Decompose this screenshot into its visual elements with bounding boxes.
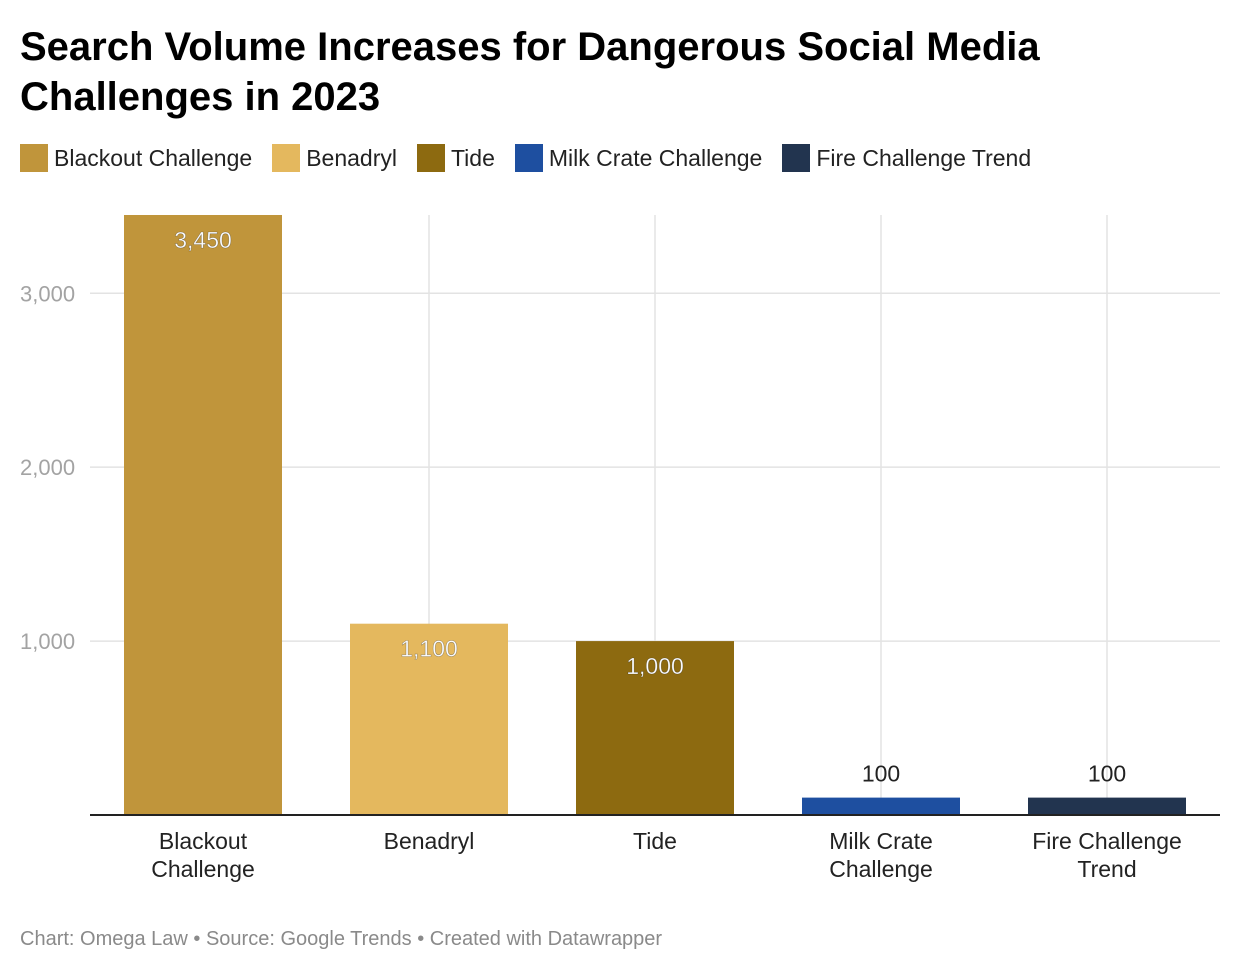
category-label: Challenge: [829, 856, 933, 882]
bar: [576, 641, 734, 815]
value-label: 3,450: [174, 227, 232, 253]
category-label: Fire Challenge: [1032, 828, 1182, 854]
y-tick-label: 2,000: [20, 455, 75, 480]
legend-item: Blackout Challenge: [20, 144, 252, 172]
category-label: Blackout: [159, 828, 248, 854]
legend-label: Benadryl: [306, 144, 397, 171]
legend-label: Fire Challenge Trend: [816, 144, 1032, 171]
legend-label: Blackout Challenge: [54, 144, 253, 171]
value-label: 1,000: [626, 653, 684, 679]
y-tick-label: 1,000: [20, 629, 75, 654]
legend-swatch: [20, 144, 48, 172]
category-label: Challenge: [151, 856, 255, 882]
legend-swatch: [782, 144, 811, 172]
value-label: 100: [1088, 761, 1126, 787]
value-label: 1,100: [400, 636, 458, 662]
legend-item: Benadryl: [272, 144, 397, 172]
legend-label: Milk Crate Challenge: [548, 144, 763, 171]
bar: [124, 215, 282, 815]
value-label: 100: [862, 761, 900, 787]
legend-item: Tide: [416, 144, 495, 172]
category-label: Tide: [633, 828, 677, 854]
legend-swatch: [272, 144, 301, 172]
bar: [1028, 797, 1186, 815]
category-label: Trend: [1077, 856, 1136, 882]
bar: [802, 797, 960, 815]
bar-chart: 1,000 2,000 3,000 3,450 1,100 1,000 100 100 Blac…: [20, 215, 1220, 882]
bar: [350, 623, 508, 815]
y-tick-label: 3,000: [20, 281, 75, 306]
category-label: Benadryl: [384, 828, 475, 854]
legend-label: Tide: [450, 144, 495, 171]
category-label: Milk Crate: [829, 828, 933, 854]
legend-swatch: [514, 144, 543, 172]
legend-swatch: [416, 144, 445, 172]
legend-item: Milk Crate Challenge: [514, 144, 763, 172]
legend-item: Fire Challenge Trend: [782, 144, 1031, 172]
chart-title: Search Volume Increases for Dangerous So…: [20, 25, 1040, 119]
chart-legend: Blackout Challenge Benadryl Tide Milk Crate…: [20, 142, 1051, 174]
chart-footer: Chart: Omega Law • Source: Google Trends…: [20, 928, 663, 950]
